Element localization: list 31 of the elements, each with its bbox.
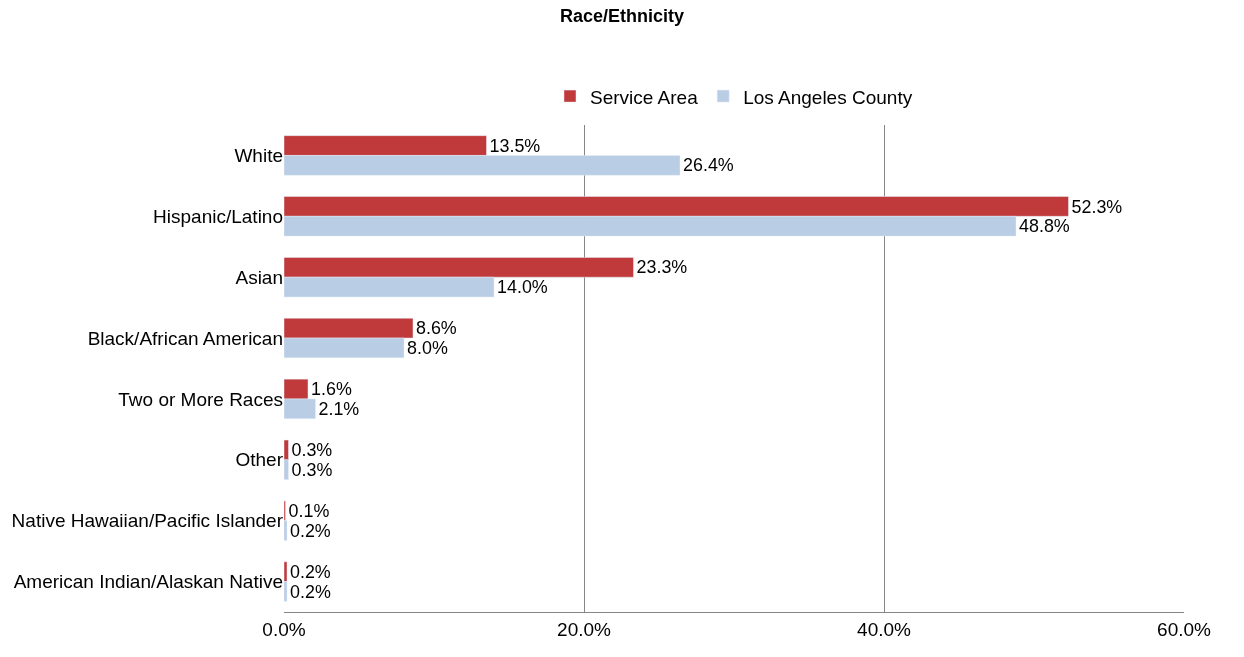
y-tick-label: Native Hawaiian/Pacific Islander bbox=[11, 510, 284, 532]
data-label: 1.6% bbox=[311, 379, 352, 400]
y-tick-label: Asian bbox=[235, 266, 283, 288]
data-label: 0.3% bbox=[291, 440, 333, 461]
data-label: 0.2% bbox=[290, 561, 331, 582]
y-tick-label: Black/African American bbox=[87, 327, 283, 349]
data-label: 48.8% bbox=[1019, 216, 1070, 237]
y-tick-label: American Indian/Alaskan Native bbox=[13, 571, 283, 593]
data-label: 0.2% bbox=[290, 520, 331, 541]
chart-title: Race/Ethnicity bbox=[559, 6, 685, 27]
x-tick-label: 40.0% bbox=[857, 618, 912, 640]
data-label: 23.3% bbox=[636, 257, 688, 278]
data-label: 0.2% bbox=[290, 581, 331, 602]
data-label: 26.4% bbox=[683, 155, 734, 176]
y-tick-label: Two or More Races bbox=[118, 388, 283, 410]
data-label: 13.5% bbox=[489, 135, 541, 156]
x-tick-label: 60.0% bbox=[1157, 618, 1212, 640]
y-tick-label: White bbox=[234, 145, 283, 167]
data-label: 8.6% bbox=[416, 318, 457, 339]
y-tick-label: Hispanic/Latino bbox=[153, 205, 283, 227]
legend-label: Service Area bbox=[590, 86, 699, 108]
data-label: 2.1% bbox=[318, 398, 360, 419]
x-tick-label: 0.0% bbox=[262, 618, 306, 640]
data-label: 0.1% bbox=[288, 500, 330, 521]
legend-label: Los Angeles County bbox=[743, 86, 913, 108]
data-label: 52.3% bbox=[1071, 196, 1123, 217]
y-tick-label: Other bbox=[235, 449, 284, 471]
data-label: 8.0% bbox=[407, 338, 448, 359]
data-label: 0.3% bbox=[291, 459, 333, 480]
data-label: 14.0% bbox=[497, 277, 548, 298]
x-tick-label: 20.0% bbox=[557, 618, 612, 640]
